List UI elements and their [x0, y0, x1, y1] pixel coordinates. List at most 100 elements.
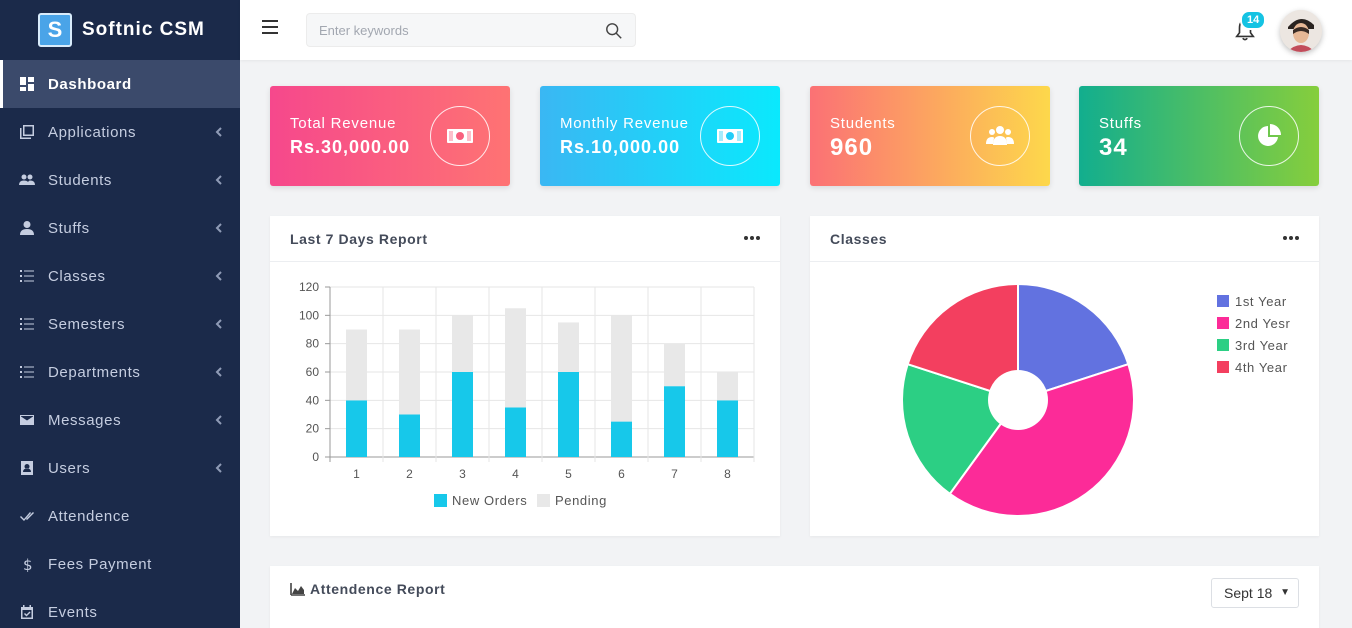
sidebar-item-classes[interactable]: Classes	[0, 252, 240, 300]
bar-pending	[452, 315, 473, 372]
bar-chart: 0 20 40 60 80 100 120 1 2 3 4 5 6 7 8 New Orders Pending	[299, 280, 755, 508]
search-box	[306, 13, 636, 47]
brand-logo: S	[38, 13, 72, 47]
students-card[interactable]: Students 960	[810, 86, 1050, 186]
legend-label: New Orders	[452, 493, 527, 508]
sidebar-item-stuffs[interactable]: Stuffs	[0, 204, 240, 252]
sidebar-item-label: Messages	[48, 411, 122, 429]
month-select[interactable]: Sept 18 ▼	[1211, 578, 1299, 608]
stuffs-card[interactable]: Stuffs 34	[1079, 86, 1319, 186]
pie-chart-icon	[1239, 106, 1299, 166]
bar-pending	[505, 308, 526, 408]
card-label: Stuffs	[1099, 115, 1142, 132]
bar-pending	[399, 329, 420, 415]
sidebar-item-label: Classes	[48, 267, 106, 285]
more-options-icon[interactable]	[744, 236, 760, 240]
card-label: Students	[830, 115, 896, 132]
sidebar-item-fees-payment[interactable]: $ Fees Payment	[0, 540, 240, 588]
more-options-icon[interactable]	[1283, 236, 1299, 240]
pie-slice-4th-year[interactable]	[906, 282, 1019, 402]
attendance-panel: Attendence Report Sept 18 ▼	[270, 566, 1319, 628]
bar-new-orders	[611, 421, 632, 457]
menu-toggle-icon[interactable]	[262, 20, 278, 36]
x-tick-label: 5	[565, 467, 572, 481]
card-value: Rs.30,000.00	[290, 137, 411, 157]
panel-header: Classes	[810, 216, 1319, 262]
sidebar-item-label: Fees Payment	[48, 555, 152, 573]
legend-label: 2nd Yesr	[1235, 315, 1291, 331]
sidebar-item-departments[interactable]: Departments	[0, 348, 240, 396]
bar-pending	[664, 343, 685, 387]
chevron-left-icon	[212, 173, 226, 187]
search-input[interactable]	[307, 14, 597, 46]
x-tick-label: 4	[512, 467, 519, 481]
bar-new-orders	[664, 386, 685, 457]
sidebar-item-applications[interactable]: Applications	[0, 108, 240, 156]
svg-text:$: $	[23, 556, 33, 572]
sidebar-item-users[interactable]: Users	[0, 444, 240, 492]
user-icon	[18, 219, 36, 237]
sidebar-item-students[interactable]: Students	[0, 156, 240, 204]
panel-title: Classes	[830, 231, 888, 247]
card-value: Rs.10,000.00	[560, 137, 681, 157]
dashboard-icon	[18, 75, 36, 93]
chevron-left-icon	[212, 125, 226, 139]
total-revenue-card[interactable]: Total Revenue Rs.30,000.00	[270, 86, 510, 186]
x-tick-label: 6	[618, 467, 625, 481]
legend-label: Pending	[555, 493, 607, 508]
sidebar-item-dashboard[interactable]: Dashboard	[0, 60, 240, 108]
chevron-left-icon	[212, 365, 226, 379]
sidebar-item-messages[interactable]: Messages	[0, 396, 240, 444]
y-tick-label: 100	[299, 308, 319, 322]
mail-icon	[18, 411, 36, 429]
sidebar-item-label: Applications	[48, 123, 137, 141]
x-tick-label: 1	[353, 467, 360, 481]
avatar[interactable]	[1280, 10, 1322, 52]
search-icon[interactable]	[605, 22, 623, 40]
sidebar-item-semesters[interactable]: Semesters	[0, 300, 240, 348]
legend-item[interactable]: 4th Year	[1217, 356, 1290, 378]
x-tick-label: 8	[724, 467, 731, 481]
x-tick-label: 7	[671, 467, 678, 481]
area-chart-icon	[290, 583, 305, 596]
month-select-value: Sept 18	[1224, 585, 1273, 601]
x-tick-label: 3	[459, 467, 466, 481]
sidebar-item-label: Students	[48, 171, 113, 189]
brand[interactable]: S Softnic CSM	[0, 0, 240, 60]
bar-new-orders	[399, 414, 420, 457]
donut-hole	[988, 370, 1048, 430]
sidebar-nav: Dashboard Applications Students Stuffs Class…	[0, 60, 240, 628]
money-icon	[430, 106, 490, 166]
legend-swatch	[1217, 361, 1229, 373]
bar-new-orders	[452, 372, 473, 457]
legend-swatch	[1217, 339, 1229, 351]
y-tick-label: 20	[306, 422, 320, 436]
pie-legend: 1st Year 2nd Yesr 3rd Year 4th Year	[1217, 290, 1290, 378]
pie-slice-1st-year[interactable]	[1017, 282, 1130, 402]
students-icon	[18, 171, 36, 189]
report-panel: Last 7 Days Report 0 20 40 60 80 100 120 1 2 3 4 5 6…	[270, 216, 780, 536]
sidebar-item-label: Users	[48, 459, 91, 477]
bar-pending	[611, 315, 632, 422]
sidebar-item-label: Departments	[48, 363, 141, 381]
sidebar-item-label: Events	[48, 603, 98, 621]
chevron-left-icon	[212, 221, 226, 235]
bar-new-orders	[558, 372, 579, 457]
legend-label: 4th Year	[1235, 359, 1288, 375]
notification-badge: 14	[1240, 10, 1267, 30]
panel-title: Last 7 Days Report	[290, 231, 428, 247]
pie-slice-2nd-yesr[interactable]	[948, 362, 1135, 517]
card-value: 960	[830, 134, 874, 161]
sidebar-item-label: Stuffs	[48, 219, 90, 237]
monthly-revenue-card[interactable]: Monthly Revenue Rs.10,000.00	[540, 86, 780, 186]
sidebar-item-events[interactable]: Events	[0, 588, 240, 628]
sidebar-item-attendence[interactable]: Attendence	[0, 492, 240, 540]
chevron-left-icon	[212, 413, 226, 427]
y-tick-label: 60	[306, 365, 320, 379]
legend-item[interactable]: 2nd Yesr	[1217, 312, 1290, 334]
legend-item[interactable]: 1st Year	[1217, 290, 1290, 312]
bar-new-orders	[717, 400, 738, 457]
card-label: Monthly Revenue	[560, 115, 689, 132]
legend-item[interactable]: 3rd Year	[1217, 334, 1290, 356]
panel-title: Attendence Report	[310, 581, 446, 597]
